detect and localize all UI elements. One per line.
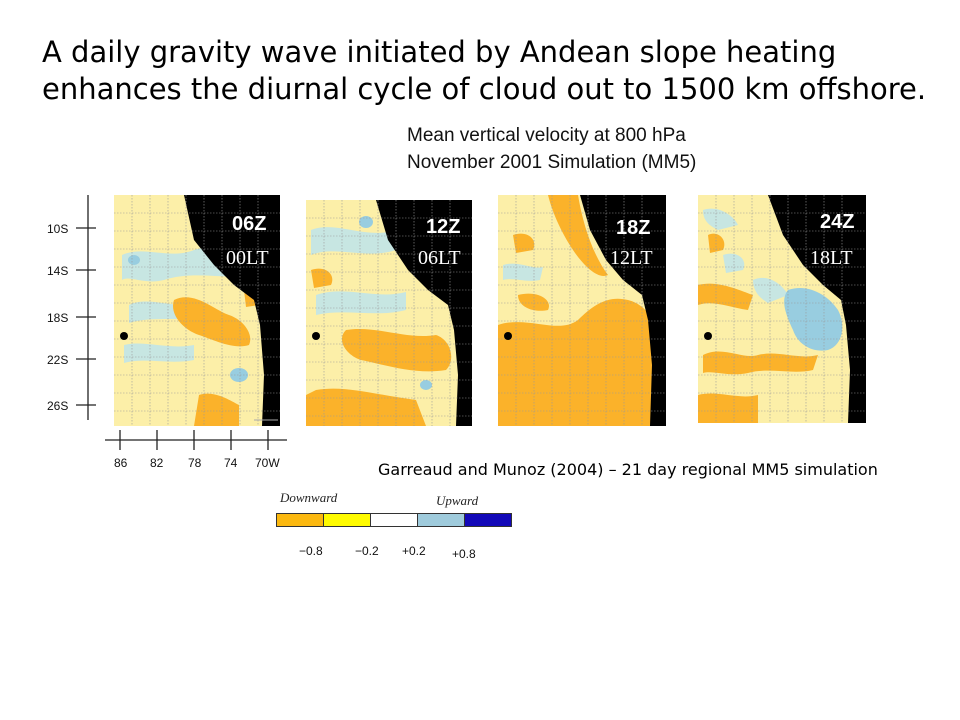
latitude-axis [76,195,96,420]
figure-subtitle-line-1: Mean vertical velocity at 800 hPa [407,125,686,146]
legend-swatch-strong-up [464,513,512,527]
lat-label-18s: 18S [47,311,69,325]
lon-label-78: 78 [188,456,202,470]
local-time-label-00lt: 00LT [226,247,269,269]
slide-title-line-2: enhances the diurnal cycle of cloud out … [42,72,927,106]
legend-swatch-strong-down [276,513,324,527]
longitude-axis [105,430,287,450]
lon-label-86: 86 [114,456,128,470]
citation-text: Garreaud and Munoz (2004) – 21 day regio… [378,460,878,479]
legend-tick-pos-0-2: +0.2 [402,544,426,558]
legend-tick-neg-0-8: −0.8 [299,544,323,558]
map-panel-18z: 18Z 12LT [498,195,666,426]
utc-label-24z: 24Z [820,211,855,233]
legend-upward-label: Upward [436,493,479,508]
map-12z-graphic [306,200,472,426]
lat-label-14s: 14S [47,264,69,278]
lon-label-70w: 70W [255,456,280,470]
legend-tick-pos-0-8: +0.8 [452,547,476,561]
lon-label-74: 74 [224,456,238,470]
lat-label-22s: 22S [47,353,69,367]
figure-subtitle-line-2: November 2001 Simulation (MM5) [407,152,697,173]
map-panel-12z: 12Z 06LT [306,200,472,426]
map-24z-graphic [698,195,866,423]
map-18z-graphic [498,195,666,426]
site-marker-12z [312,332,320,340]
figure-subtitle: Mean vertical velocity at 800 hPa Novemb… [407,122,696,176]
legend-tick-neg-0-2: −0.2 [355,544,379,558]
site-marker-18z [504,332,512,340]
slide-title-line-1: A daily gravity wave initiated by Andean… [42,35,837,69]
legend-swatch-weak-up [417,513,465,527]
map-06z-graphic [114,195,280,426]
site-marker-24z [704,332,712,340]
lat-label-10s: 10S [47,222,69,236]
map-panel-06z: 06Z 00LT [114,195,280,426]
legend-swatch-weak-down [323,513,371,527]
local-time-label-06lt: 06LT [418,247,461,269]
utc-label-12z: 12Z [426,216,461,238]
local-time-label-18lt: 18LT [810,247,853,269]
local-time-label-12lt: 12LT [610,247,653,269]
legend-swatch-neutral [370,513,418,527]
lon-label-82: 82 [150,456,164,470]
slide-title: A daily gravity wave initiated by Andean… [42,34,942,108]
map-panel-24z: 24Z 18LT [698,195,866,423]
lat-label-26s: 26S [47,399,69,413]
legend-downward-label: Downward [280,490,338,505]
utc-label-18z: 18Z [616,217,651,239]
site-marker-06z [120,332,128,340]
utc-label-06z: 06Z [232,213,267,235]
